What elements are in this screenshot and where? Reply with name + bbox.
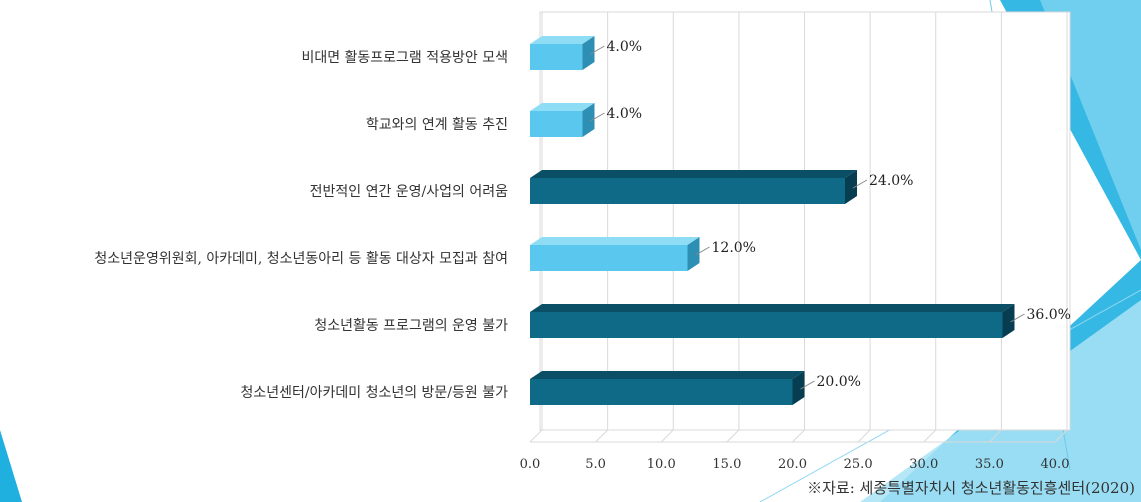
category-label: 비대면 활동프로그램 적용방안 모색 [301,50,508,66]
gridline-floor [1054,429,1068,443]
deco-left-arrow [0,430,22,502]
value-label: 24.0% [869,173,913,189]
bar [530,379,793,405]
category-label: 청소년센터/아카데미 청소년의 방문/등원 불가 [240,385,508,401]
bar-side [845,170,857,204]
value-label: 20.0% [817,374,861,390]
gridline-floor [726,429,740,443]
gridline-floor [989,429,1002,443]
bar-top [530,304,1015,312]
category-label: 청소년활동 프로그램의 운영 불가 [314,318,508,334]
value-label-leader [852,179,868,189]
gridlines [529,12,1068,443]
x-tick-label: 5.0 [585,457,606,472]
x-tick-labels: 0.0 5.0 10.0 15.0 20.0 25.0 30.0 35.0 40.0 [520,457,1070,472]
bar-side [582,36,595,70]
value-label: 4.0% [607,39,643,55]
gridline-floor [923,429,937,443]
value-labels: 4.0% 4.0% 24.0% 12.0% 36.0% 20.0% [590,39,1071,390]
x-tick-label: 35.0 [975,457,1004,472]
gridline-floor [595,429,608,443]
gridline-floor [857,429,871,443]
bar [530,111,583,137]
x-tick-label: 15.0 [712,457,741,472]
x-tick-label: 20.0 [778,457,807,472]
bar-top [530,170,857,178]
value-label: 12.0% [712,240,756,256]
gridline-floor [529,429,543,443]
x-tick-label: 0.0 [520,457,541,472]
value-label-leader [590,112,605,122]
value-label-leader [1010,313,1025,323]
value-label: 4.0% [607,106,643,122]
gridline-floor [792,429,805,443]
bar-side [687,237,700,271]
value-label-leader [800,380,815,390]
category-label: 청소년운영위원회, 아카데미, 청소년동아리 등 활동 대상자 모집과 참여 [94,251,508,267]
bar-top [530,36,595,44]
bar [530,178,845,204]
x-tick-label: 30.0 [909,457,938,472]
x-tick-label: 10.0 [647,457,676,472]
category-label: 전반적인 연간 운영/사업의 어려움 [310,184,509,200]
x-tick-label: 40.0 [1041,457,1070,472]
bar [530,44,583,70]
bar-top [530,237,700,245]
value-label: 36.0% [1027,307,1071,323]
category-label: 학교와의 연계 활동 추진 [366,117,508,133]
value-label-leader [590,45,605,55]
gridline-floor [660,429,674,443]
value-label-leader [695,246,710,256]
source-note: ※자료: 세종특별자치시 청소년활동진흥센터(2020) [807,479,1135,497]
bar-top [530,103,595,111]
bar-side [1002,304,1015,338]
bar-top [530,371,805,379]
bar [530,312,1003,338]
bar-side [582,103,595,137]
bar-side [792,371,805,405]
bars [530,36,1015,405]
x-tick-label: 25.0 [844,457,873,472]
bar [530,245,688,271]
